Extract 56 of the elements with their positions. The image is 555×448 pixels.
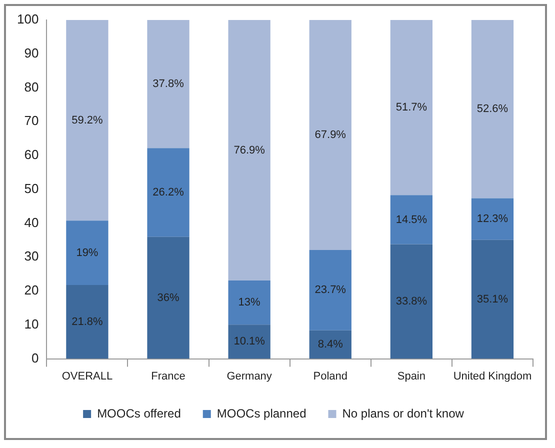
- legend-label: MOOCs planned: [216, 406, 306, 420]
- data-label: 59.2%: [72, 114, 104, 126]
- data-label: 51.7%: [396, 102, 428, 114]
- bar: [309, 250, 352, 330]
- y-tick-label: 20: [24, 282, 39, 298]
- y-tick-label: 100: [16, 12, 39, 27]
- bar: [147, 148, 190, 237]
- y-tick-label: 70: [24, 113, 39, 128]
- bar: [147, 236, 190, 359]
- x-tick-label: France: [151, 370, 186, 382]
- data-label: 36%: [157, 292, 180, 304]
- data-label: 67.9%: [314, 129, 346, 142]
- data-label: 35.1%: [476, 293, 508, 306]
- bar: [390, 195, 432, 244]
- y-tick-label: 90: [24, 45, 39, 60]
- data-label: 23.7%: [314, 284, 346, 296]
- data-label: 52.6%: [476, 103, 508, 116]
- data-label: 19%: [76, 246, 98, 259]
- bar: [309, 20, 352, 250]
- bar: [66, 284, 108, 359]
- data-label: 21.8%: [72, 316, 104, 328]
- y-tick-label: 40: [24, 214, 39, 230]
- y-tick-label: 10: [24, 316, 39, 332]
- x-tick-label: Poland: [313, 370, 348, 382]
- y-tick-label: 0: [31, 350, 39, 366]
- data-label: 14.5%: [396, 214, 428, 226]
- bar: [228, 280, 270, 325]
- data-label: 13%: [238, 296, 261, 309]
- x-tick-label: Germany: [226, 370, 272, 382]
- bar: [147, 20, 190, 148]
- data-label: 33.8%: [396, 296, 428, 308]
- bar: [471, 198, 514, 240]
- bar: [390, 20, 432, 196]
- legend-label: MOOCs offered: [97, 406, 181, 420]
- data-label: 12.3%: [476, 213, 508, 226]
- bar: [471, 240, 514, 359]
- legend-label: No plans or don't know: [342, 406, 464, 420]
- bar: [471, 20, 514, 198]
- x-tick-label: United Kingdom: [453, 370, 532, 382]
- bar: [228, 20, 270, 281]
- y-tick-label: 80: [24, 79, 39, 94]
- bar: [66, 20, 108, 221]
- x-tick-label: OVERALL: [62, 370, 113, 382]
- data-label: 8.4%: [318, 338, 344, 351]
- x-tick-label: Spain: [397, 370, 426, 382]
- data-label: 26.2%: [152, 186, 184, 198]
- bar: [390, 244, 432, 359]
- bar: [228, 324, 270, 359]
- bar: [66, 220, 108, 285]
- y-tick-label: 50: [24, 180, 39, 196]
- bar: [309, 330, 352, 359]
- data-label: 76.9%: [234, 144, 266, 156]
- data-label: 37.8%: [152, 78, 184, 90]
- data-label: 10.1%: [234, 336, 266, 348]
- y-tick-label: 30: [24, 248, 39, 264]
- y-tick-label: 60: [24, 147, 39, 162]
